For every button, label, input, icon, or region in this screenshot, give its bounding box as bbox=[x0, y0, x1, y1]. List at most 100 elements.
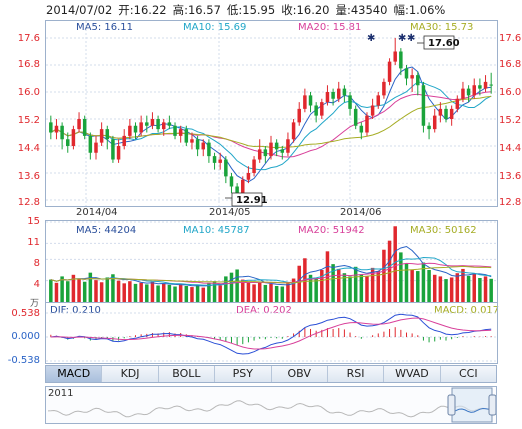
volume-bar bbox=[314, 277, 318, 302]
tab-kdj[interactable]: KDJ bbox=[102, 366, 159, 382]
volume-bar bbox=[88, 272, 93, 302]
trade-markers: ✱ ✱ ✱ bbox=[367, 33, 415, 44]
candle-body bbox=[427, 125, 431, 130]
candle-body bbox=[263, 149, 268, 157]
tab-macd[interactable]: MACD bbox=[46, 366, 103, 382]
volume-bar bbox=[184, 286, 189, 302]
candle-body bbox=[207, 142, 211, 157]
candle-body bbox=[252, 159, 256, 173]
price-axis-right-3: 15.2 bbox=[499, 115, 522, 126]
volume-ma30-line bbox=[50, 265, 492, 284]
volume-bar bbox=[393, 226, 397, 302]
navigator-selection[interactable] bbox=[451, 387, 493, 423]
volume-bar bbox=[466, 275, 471, 302]
candle-body bbox=[82, 119, 87, 136]
tab-rsi[interactable]: RSI bbox=[328, 366, 385, 382]
volume-bar bbox=[370, 267, 375, 302]
volume-bar bbox=[150, 281, 155, 302]
tab-psy[interactable]: PSY bbox=[215, 366, 272, 382]
candle-body bbox=[432, 115, 437, 130]
macd-dif-line bbox=[50, 313, 492, 355]
macd-axis-0: 0.538 bbox=[11, 308, 40, 319]
volume-bar bbox=[427, 270, 431, 302]
candle-body bbox=[133, 125, 138, 133]
volume-bar bbox=[432, 274, 437, 302]
navigator-selection-line bbox=[452, 407, 493, 413]
volume-bar bbox=[348, 276, 352, 302]
volume-ma30-label: MA30: 50162 bbox=[410, 225, 477, 236]
navigator-left-handle[interactable] bbox=[447, 394, 456, 416]
candle-body bbox=[348, 95, 352, 109]
volume-bar bbox=[201, 287, 206, 302]
macd-histogram bbox=[50, 327, 492, 346]
price-axis-left-5: 13.6 bbox=[17, 171, 40, 182]
candle-body bbox=[77, 119, 81, 130]
price-axis-left-6: 12.8 bbox=[17, 197, 40, 208]
grid-lines bbox=[46, 21, 497, 362]
tab-wvad[interactable]: WVAD bbox=[384, 366, 441, 382]
volume-bar bbox=[280, 286, 285, 302]
volume-bar bbox=[105, 277, 110, 302]
candle-body bbox=[257, 149, 262, 160]
navigator-history-line bbox=[47, 400, 493, 418]
volume-bar bbox=[246, 282, 251, 302]
volume-bar bbox=[291, 278, 296, 302]
candle-body bbox=[461, 88, 465, 99]
candle-body bbox=[359, 125, 364, 133]
price-axis-left-0: 17.6 bbox=[17, 33, 40, 44]
candle-body bbox=[116, 146, 121, 160]
volume-bar bbox=[438, 276, 443, 302]
volume-bar bbox=[133, 283, 138, 302]
volume-bars bbox=[49, 226, 493, 302]
candle-body bbox=[49, 122, 53, 133]
volume-bar bbox=[404, 263, 409, 302]
tab-boll[interactable]: BOLL bbox=[159, 366, 216, 382]
candle-body bbox=[122, 135, 126, 146]
volume-bar bbox=[331, 264, 335, 302]
macd-value-label: MACD: 0.017 bbox=[434, 305, 500, 316]
volume-bar bbox=[421, 262, 426, 302]
candle-body bbox=[94, 142, 98, 153]
price-axis-left-1: 16.8 bbox=[17, 59, 40, 70]
candle-body bbox=[399, 51, 403, 69]
price-ma-legend: MA5: 16.11 MA10: 15.69 MA20: 15.81 MA30:… bbox=[76, 22, 496, 34]
quote-high: 高:16.57 bbox=[172, 3, 221, 17]
volume-bar bbox=[399, 252, 403, 302]
candle-body bbox=[128, 125, 132, 136]
range-navigator[interactable]: 2011 bbox=[45, 386, 497, 424]
volume-bar bbox=[111, 274, 115, 302]
candle-body bbox=[331, 92, 335, 99]
candle-body bbox=[297, 108, 301, 123]
candle-body bbox=[393, 51, 397, 62]
volume-bar bbox=[483, 276, 488, 302]
volume-bar bbox=[416, 271, 420, 302]
volume-bar bbox=[472, 273, 476, 302]
volume-bar bbox=[461, 268, 465, 302]
candle-body bbox=[365, 115, 369, 133]
high-callout: 17.60 bbox=[417, 35, 460, 50]
price-axis-right-5: 13.6 bbox=[499, 171, 522, 182]
volume-bar bbox=[145, 284, 149, 302]
macd-axis-2: -0.538 bbox=[7, 355, 40, 366]
tab-obv[interactable]: OBV bbox=[272, 366, 328, 382]
quote-info-bar: 2014/07/02 开:16.22 高:16.57 低:15.95 收:16.20 量:… bbox=[46, 2, 451, 18]
stock-chart[interactable]: ✱ ✱ ✱ 17.60 12.91 bbox=[0, 0, 522, 365]
candle-body bbox=[161, 122, 166, 130]
price-axis-left-4: 14.4 bbox=[17, 143, 40, 154]
navigator-year-label: 2011 bbox=[48, 388, 74, 399]
volume-bar bbox=[195, 284, 200, 302]
volume-bar bbox=[269, 283, 273, 302]
volume-bar bbox=[161, 283, 166, 302]
tab-cci[interactable]: CCI bbox=[459, 367, 478, 380]
candle-body bbox=[66, 139, 70, 146]
volume-bar bbox=[320, 270, 324, 302]
star-marker: ✱ bbox=[398, 33, 406, 44]
quote-date: 2014/07/02 bbox=[46, 3, 113, 17]
candle-body bbox=[269, 142, 273, 157]
macd-dea-line bbox=[50, 317, 492, 350]
navigator-right-handle[interactable] bbox=[488, 394, 496, 416]
candle-body bbox=[483, 81, 488, 89]
volume-bar bbox=[139, 282, 143, 302]
price-ma20-label: MA20: 15.81 bbox=[298, 22, 362, 33]
volume-bar bbox=[173, 286, 177, 302]
